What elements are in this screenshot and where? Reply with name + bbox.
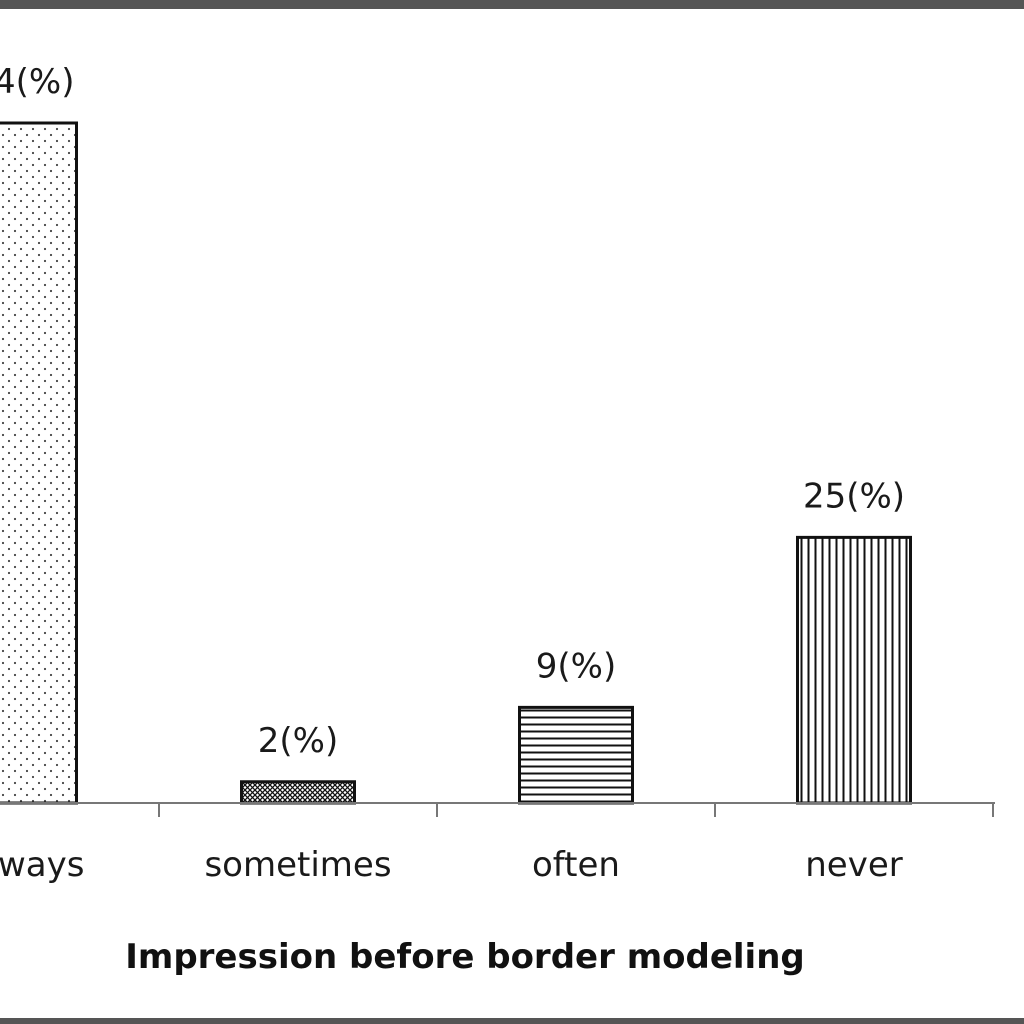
x-axis (0, 802, 995, 817)
x-axis-title: Impression before border modeling (125, 937, 805, 977)
bar-never (796, 535, 912, 805)
data-label-always: 4(%) (0, 62, 74, 102)
bar-sometimes (240, 780, 356, 805)
bar-always (0, 121, 78, 805)
bar-often (518, 705, 634, 805)
data-label-often: 9(%) (536, 646, 616, 686)
data-label-never: 25(%) (803, 476, 905, 516)
tick-label-often: often (532, 845, 620, 885)
bars-layer (0, 121, 912, 805)
data-label-sometimes: 2(%) (258, 721, 338, 761)
tick-label-always: ways (0, 845, 84, 885)
tick-label-never: never (805, 845, 903, 885)
tick-label-sometimes: sometimes (204, 845, 391, 885)
labels-layer: 4(%) ways 2(%) sometimes 9(%) often 25(%) never (0, 62, 905, 885)
